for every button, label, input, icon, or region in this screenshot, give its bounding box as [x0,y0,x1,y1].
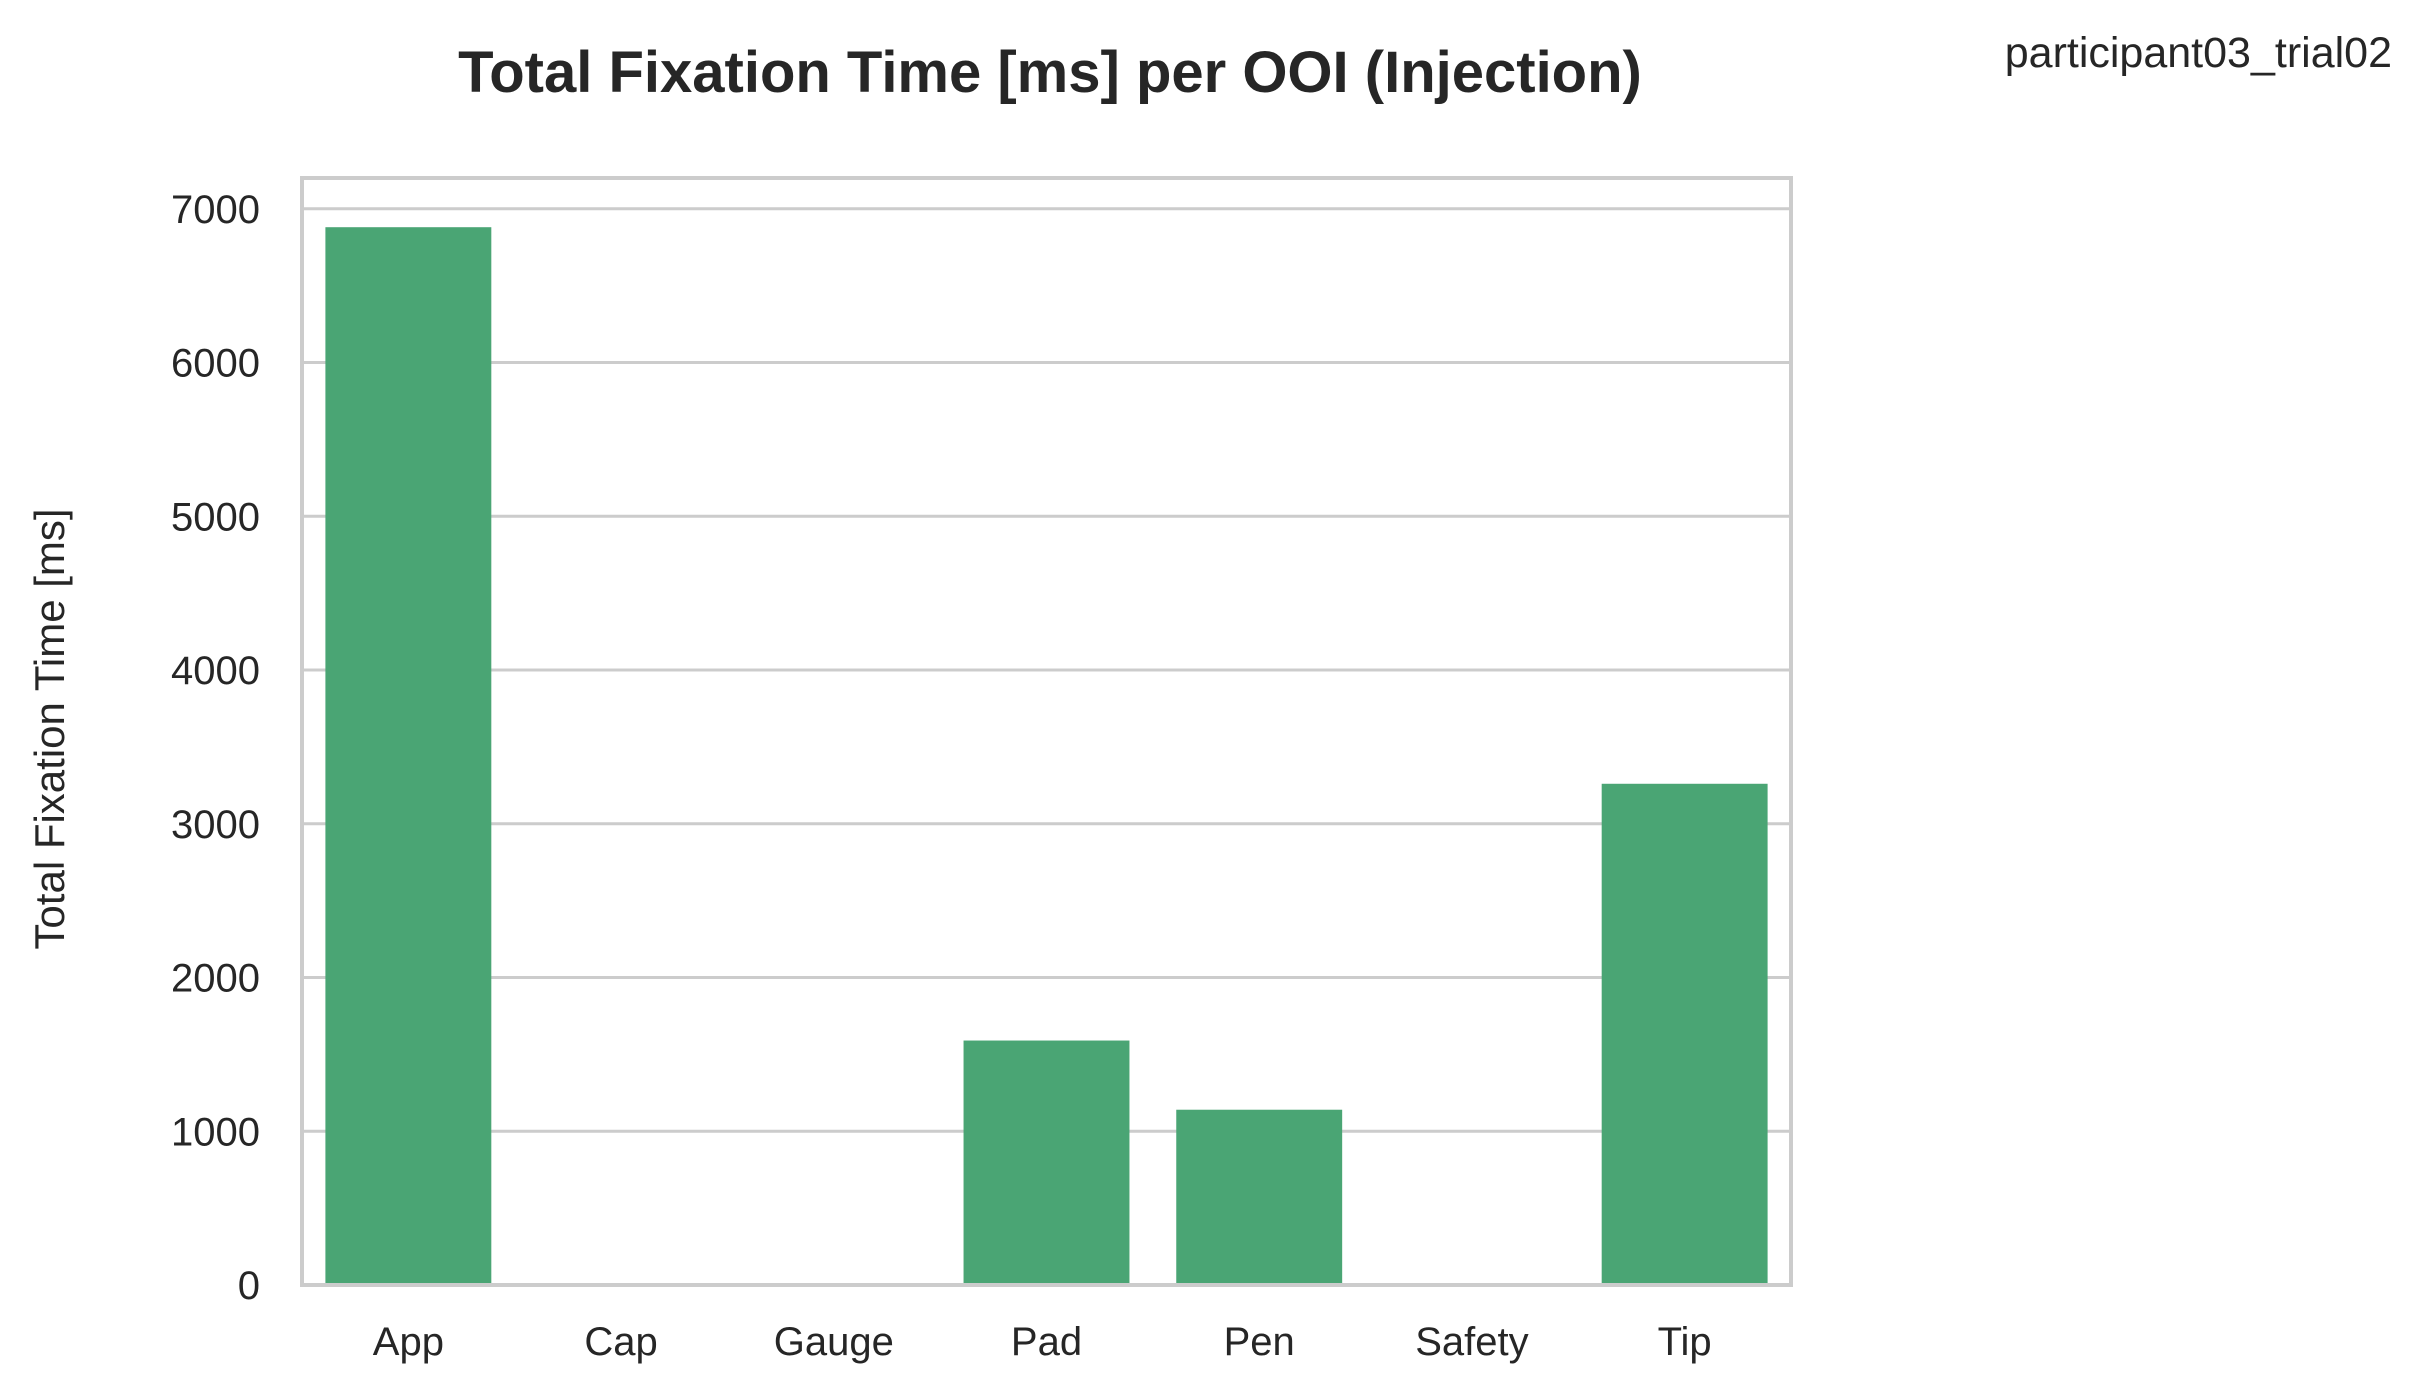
chart-title: Total Fixation Time [ms] per OOI (Inject… [458,40,1642,105]
x-tick-label: Pen [1224,1320,1295,1364]
y-axis-label: Total Fixation Time [ms] [26,508,73,949]
y-tick-label: 6000 [171,342,260,386]
gridlines [302,207,1791,1287]
y-tick-labels: 0 1000 2000 3000 4000 5000 6000 7000 [171,188,260,1308]
y-tick-label: 5000 [171,495,260,539]
x-tick-label: Tip [1658,1320,1712,1364]
bars [325,227,1768,1286]
y-tick-label: 1000 [171,1110,260,1154]
x-tick-label: App [373,1320,444,1364]
bar-app [325,227,492,1286]
x-tick-label: Pad [1011,1320,1082,1364]
y-tick-label: 4000 [171,649,260,693]
trial-annotation: participant03_trial02 [2005,29,2392,77]
bar-tip [1601,783,1768,1285]
y-tick-label: 2000 [171,957,260,1001]
x-tick-label: Safety [1415,1320,1528,1364]
plot-frame [300,176,1793,1287]
x-tick-label: Gauge [774,1320,894,1364]
bar-pad [963,1040,1130,1285]
bar-pen [1176,1109,1343,1285]
x-tick-labels: App Cap Gauge Pad Pen Safety Tip [373,1320,1712,1364]
y-tick-label: 3000 [171,803,260,847]
x-tick-label: Cap [584,1320,657,1364]
y-tick-label: 0 [238,1264,260,1308]
y-tick-label: 7000 [171,188,260,232]
